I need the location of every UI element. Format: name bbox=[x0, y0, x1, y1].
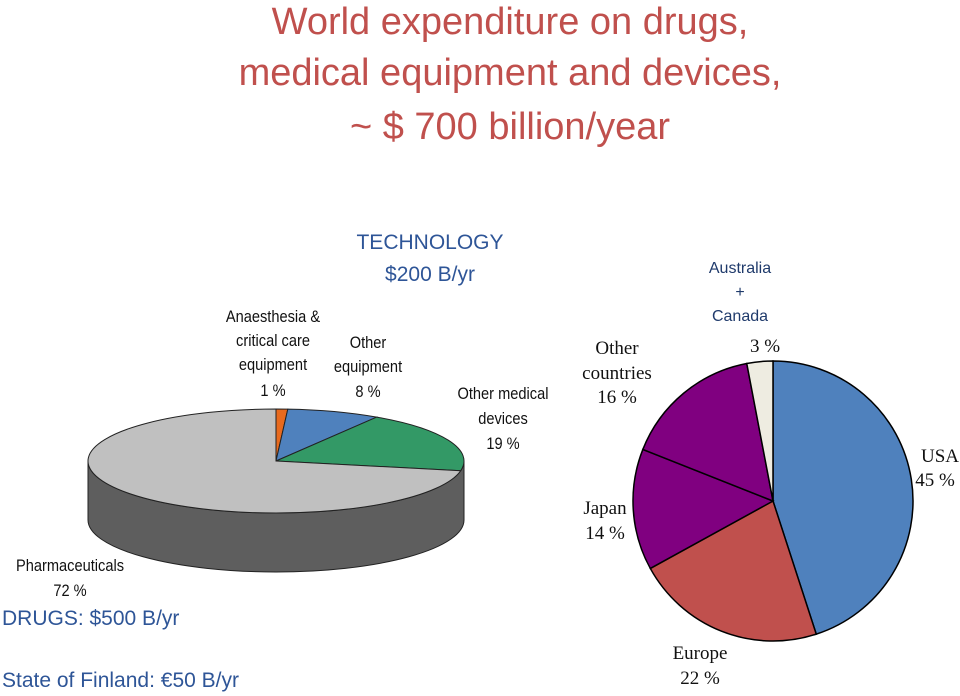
other-equipment-value: 8 % bbox=[355, 382, 381, 401]
pharmaceuticals-value: 72 % bbox=[53, 581, 87, 600]
pie-slice-other bbox=[641, 362, 774, 503]
anaesthesia-value: 1 % bbox=[260, 381, 286, 400]
europe-label: Europe bbox=[672, 643, 728, 664]
anaesthesia-label-line-2: critical care bbox=[236, 331, 310, 350]
pie-slice-europe bbox=[649, 499, 818, 642]
other-countries-label-line-1: Other bbox=[595, 338, 639, 359]
pie-slice-aus bbox=[745, 360, 774, 502]
anaesthesia-label-line-3: equipment bbox=[238, 355, 308, 374]
australia-label-line-2: + bbox=[735, 284, 745, 301]
other-devices-label-line-1: Other medical bbox=[457, 384, 549, 403]
title-line-2: medical equipment and devices, bbox=[238, 52, 782, 94]
other-countries-value: 16 % bbox=[597, 387, 637, 408]
title-line-3: ~ $ 700 billion/year bbox=[349, 106, 671, 148]
technology-amount: $200 B/yr bbox=[385, 263, 475, 286]
pie3d-slice-other-equipment bbox=[275, 408, 379, 462]
europe-value: 22 % bbox=[680, 668, 720, 689]
pie-slice-japan bbox=[632, 448, 775, 570]
drugs-heading: DRUGS: $500 B/yr bbox=[2, 607, 180, 630]
australia-label-line-1: Australia bbox=[708, 260, 772, 277]
pie3d-slice-other-devices bbox=[275, 416, 465, 472]
australia-value: 3 % bbox=[749, 336, 781, 357]
other-equipment-label-line-2: equipment bbox=[333, 357, 403, 376]
technology-heading: TECHNOLOGY bbox=[356, 231, 504, 254]
pharmaceuticals-label: Pharmaceuticals bbox=[15, 556, 125, 575]
japan-label: Japan bbox=[583, 498, 627, 519]
other-devices-value: 19 % bbox=[486, 434, 520, 453]
title-line-1: World expenditure on drugs, bbox=[271, 1, 749, 43]
pie-slice-usa bbox=[772, 360, 914, 636]
right-pie bbox=[632, 360, 914, 642]
pie3d-slice-pharmaceuticals bbox=[87, 408, 462, 514]
other-countries-label-line-2: countries bbox=[582, 363, 652, 384]
other-devices-label-line-2: devices bbox=[478, 409, 528, 428]
usa-label: USA bbox=[920, 446, 959, 467]
usa-value: 45 % bbox=[915, 470, 955, 491]
japan-value: 14 % bbox=[585, 523, 625, 544]
anaesthesia-label-line-1: Anaesthesia & bbox=[225, 307, 321, 326]
australia-label-line-3: Canada bbox=[711, 308, 769, 325]
other-equipment-label-line-1: Other bbox=[349, 333, 387, 352]
left-3d-pie bbox=[87, 408, 465, 573]
finland-heading: State of Finland: €50 B/yr bbox=[2, 669, 239, 692]
